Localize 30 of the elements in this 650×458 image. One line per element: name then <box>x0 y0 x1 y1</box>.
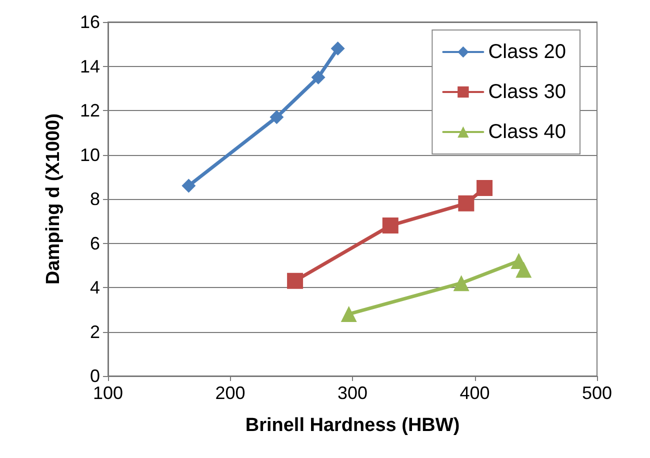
x-axis-title: Brinell Hardness (HBW) <box>245 415 460 436</box>
x-tick-label: 100 <box>92 383 124 403</box>
y-tick-label: 0 <box>90 366 100 386</box>
point <box>476 180 493 196</box>
x-tick-label: 300 <box>337 383 368 403</box>
legend-label: Class 30 <box>488 81 566 103</box>
y-tick-label: 16 <box>80 12 100 32</box>
y-tick-label: 10 <box>80 144 100 165</box>
y-tick-label: 4 <box>90 278 100 298</box>
x-tick-label: 200 <box>215 383 246 403</box>
y-tick-label: 6 <box>90 233 100 254</box>
y-tick-label: 8 <box>90 189 100 209</box>
point <box>330 42 345 56</box>
legend-label: Class 40 <box>488 121 566 143</box>
point <box>453 275 470 292</box>
point <box>287 272 304 289</box>
point <box>311 70 326 84</box>
legend-label: Class 20 <box>488 41 566 63</box>
point <box>182 178 196 193</box>
x-tick-label: 500 <box>582 383 612 403</box>
y-tick-label: 14 <box>80 56 100 76</box>
x-tick-label: 400 <box>460 383 490 403</box>
y-tick-label: 12 <box>80 100 100 120</box>
point <box>270 110 284 124</box>
point <box>516 262 532 278</box>
point <box>382 218 398 234</box>
y-axis-title: Damping d (X1000) <box>43 113 64 285</box>
point <box>340 306 357 322</box>
y-tick-label: 2 <box>90 322 100 342</box>
point <box>458 195 474 212</box>
